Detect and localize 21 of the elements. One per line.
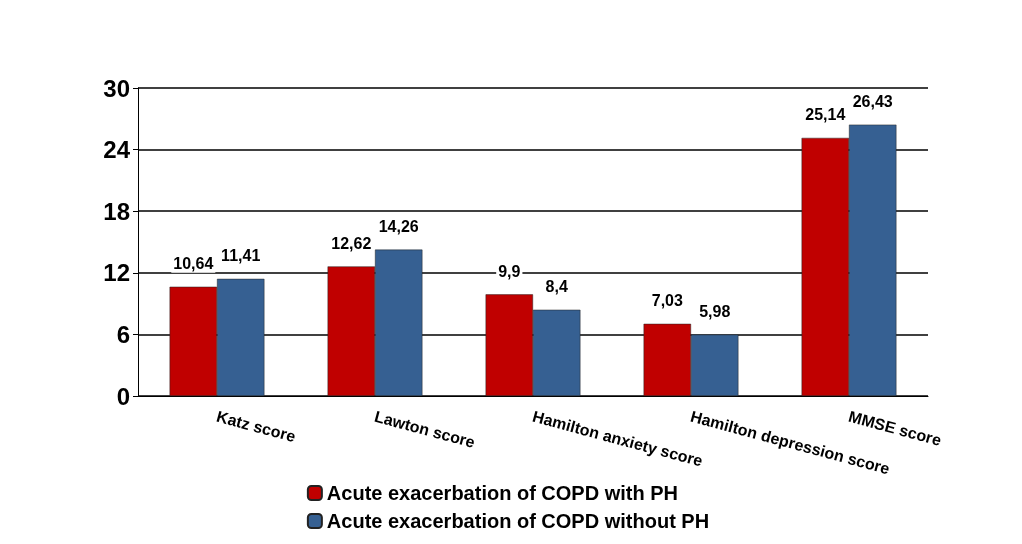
y-tick-label: 18 [103, 197, 130, 225]
y-tick-label: 6 [116, 320, 130, 348]
data-label: 9,9 [498, 262, 521, 280]
y-tick-label: 0 [116, 382, 130, 410]
y-tick-label: 12 [103, 259, 130, 287]
x-tick-label: Katz score [214, 407, 298, 446]
data-label: 26,43 [852, 93, 893, 111]
data-label: 7,03 [651, 292, 683, 310]
data-label: 25,14 [805, 106, 846, 124]
data-label: 11,41 [221, 247, 261, 265]
legend-label: Acute exacerbation of COPD with PH [326, 482, 679, 504]
data-label: 5,98 [699, 303, 731, 321]
x-tick-label: MMSE score [846, 407, 944, 449]
data-label: 14,26 [378, 218, 419, 236]
x-tick-label: Lawton score [372, 407, 477, 451]
data-label: 8,4 [545, 278, 568, 296]
data-label: 12,62 [331, 234, 372, 252]
y-tick-label: 24 [103, 136, 131, 164]
legend-label: Acute exacerbation of COPD without PH [326, 510, 710, 532]
y-tick-label: 30 [103, 74, 130, 102]
data-label: 10,64 [173, 255, 214, 273]
